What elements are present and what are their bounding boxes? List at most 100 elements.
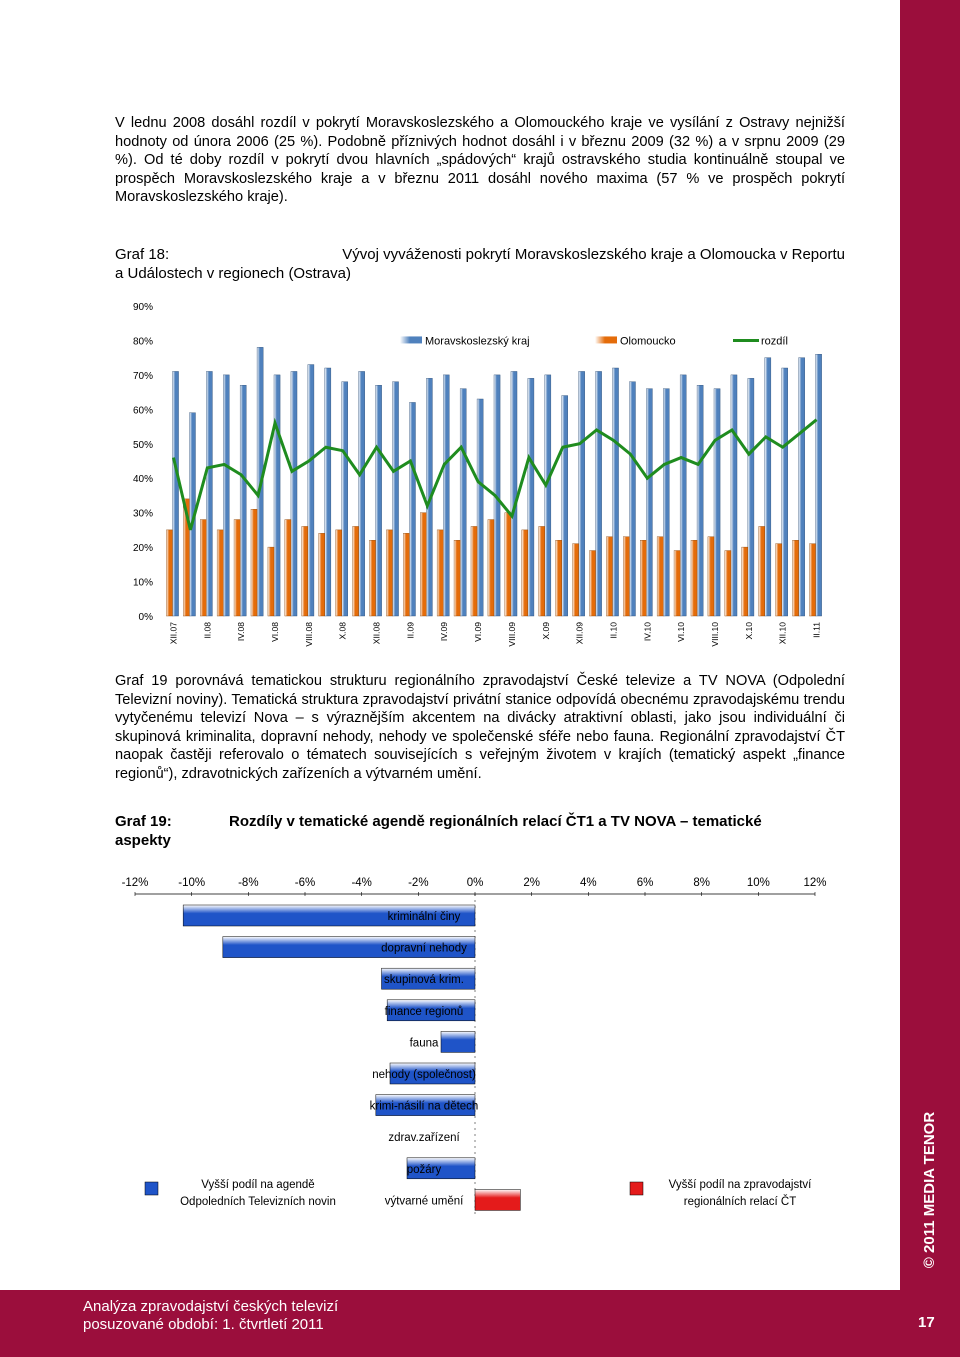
olo-bar: [233, 519, 241, 617]
x-tick-label: XII.08: [372, 622, 382, 644]
bar-0: [182, 904, 476, 927]
olo-bar: [352, 526, 359, 617]
msk-bar: [612, 367, 619, 617]
olo-bar: [369, 540, 376, 617]
olo-bar: [420, 512, 427, 617]
olo-bar: [656, 536, 664, 617]
legend-label-olo: Olomoucko: [620, 335, 676, 347]
chart-18: 0% 10% 20% 30% 40% 50% 60% 70% 80% 90% XII.07 II.08…: [133, 302, 822, 647]
olo-bar: [284, 519, 292, 617]
footer: Analýza zpravodajství českých televizí p…: [0, 1290, 960, 1357]
graph18-label: Graf 18:: [115, 246, 170, 263]
msk-bar: [730, 374, 738, 617]
olo-bar: [318, 533, 325, 617]
x-tick-label: -10%: [178, 877, 205, 889]
olo-bar: [758, 526, 765, 617]
x-tick-label: XII.10: [778, 622, 788, 644]
msk-bar: [544, 374, 552, 617]
olo-bar: [521, 529, 529, 617]
olo-bar: [690, 540, 698, 617]
olo-bar: [504, 512, 512, 617]
x-tick-label: X.08: [338, 622, 348, 640]
x-tick-label: X.10: [744, 622, 754, 640]
olo-bar: [335, 529, 342, 617]
olo-bar: [775, 543, 782, 617]
x-tick-label: II.10: [608, 622, 618, 639]
x-tick-label: VI.09: [473, 622, 483, 642]
y-tick-label: 60%: [133, 405, 153, 416]
msk-bar: [206, 371, 213, 617]
x-tick-label: VI.10: [676, 622, 686, 642]
legend-label-msk: Moravskoslezský kraj: [425, 335, 530, 347]
msk-bar: [510, 371, 518, 617]
msk-bar: [324, 367, 332, 617]
x-tick-label: IV.10: [642, 622, 652, 641]
page-number: 17: [918, 1314, 935, 1331]
msk-bar: [764, 357, 772, 617]
msk-bar: [290, 371, 298, 617]
y-tick-label: 90%: [133, 302, 153, 313]
x-tick-label: 4%: [580, 877, 597, 889]
msk-bar: [239, 385, 247, 617]
olo-bar: [250, 509, 258, 617]
x-tick-label: VIII.09: [507, 622, 517, 647]
graph19-title-line2: aspekty: [115, 832, 171, 849]
legend-right-text: regionálních relací ČT: [684, 1195, 797, 1208]
bar-6: [375, 1094, 476, 1116]
olo-bar: [640, 540, 647, 617]
msk-bar: [781, 367, 788, 617]
x-tick-label: IV.08: [236, 622, 246, 641]
olo-bar: [166, 529, 173, 617]
msk-bar: [223, 374, 230, 617]
graph18-title-line1: Vývoj vyváženosti pokrytí Moravskoslezsk…: [342, 246, 845, 263]
paragraph-2: Graf 19 porovnává tematickou strukturu r…: [115, 673, 845, 782]
msk-bar: [307, 364, 315, 617]
msk-bar: [409, 402, 416, 617]
x-tick-label: 6%: [637, 877, 654, 889]
x-tick-label: II.08: [202, 622, 212, 639]
legend-label-diff: rozdíl: [761, 335, 788, 347]
bar-label: výtvarné umění: [385, 1195, 464, 1207]
bar-label: fauna: [410, 1037, 439, 1049]
olo-bar: [487, 519, 495, 617]
olo-bar: [183, 498, 190, 617]
x-tick-label: -8%: [238, 877, 258, 889]
olo-bar: [267, 546, 275, 617]
x-tick-label: XII.09: [575, 622, 585, 644]
msk-bar: [815, 354, 822, 617]
olo-bar: [606, 536, 613, 617]
x-tick-label: II.09: [405, 622, 415, 639]
msk-bar: [561, 395, 568, 617]
footer-line1: Analýza zpravodajství českých televizí: [83, 1298, 339, 1315]
graph18-caption: Graf 18: Vývoj vyváženosti pokrytí Morav…: [115, 245, 845, 283]
footer-line2: posuzované období: 1. čtvrtletí 2011: [83, 1316, 324, 1333]
msk-bar: [375, 385, 382, 617]
olo-bar: [809, 543, 816, 617]
x-tick-label: 0%: [467, 877, 484, 889]
chart-19: -12% -10% -8% -6% -4% -2% 0% 2% 4% 6% 8% 10% 12% krim…: [122, 877, 827, 1214]
msk-bar: [578, 371, 585, 617]
x-tick-label: -4%: [351, 877, 371, 889]
x-tick-label: XII.07: [168, 622, 178, 644]
x-tick-label: -2%: [408, 877, 428, 889]
y-tick-label: 20%: [133, 543, 153, 554]
x-tick-label: VIII.08: [304, 622, 314, 647]
olo-bar: [792, 540, 799, 617]
legend-swatch-nova: [144, 1181, 159, 1196]
graph19-caption: Graf 19: Rozdíly v tematické agendě regi…: [115, 812, 845, 850]
olo-bar: [555, 540, 562, 617]
legend-swatch-olo: [595, 336, 617, 344]
y-tick-label: 30%: [133, 509, 153, 520]
msk-bar: [798, 357, 805, 617]
olo-bar: [572, 543, 579, 617]
copyright-text: © 2011 MEDIA TENOR: [921, 1112, 938, 1269]
bar-8: [406, 1157, 476, 1180]
legend-left-text: Vyšší podíl na agendě: [201, 1179, 314, 1191]
msk-bar: [595, 371, 602, 617]
bar-label: kriminální činy: [388, 911, 461, 923]
x-tick-label: VIII.10: [710, 622, 720, 647]
graph18-title-line2: a Událostech v regionech (Ostrava): [115, 265, 351, 282]
olo-bar: [538, 526, 545, 617]
olo-bar: [623, 536, 630, 617]
msk-bar: [358, 371, 365, 617]
